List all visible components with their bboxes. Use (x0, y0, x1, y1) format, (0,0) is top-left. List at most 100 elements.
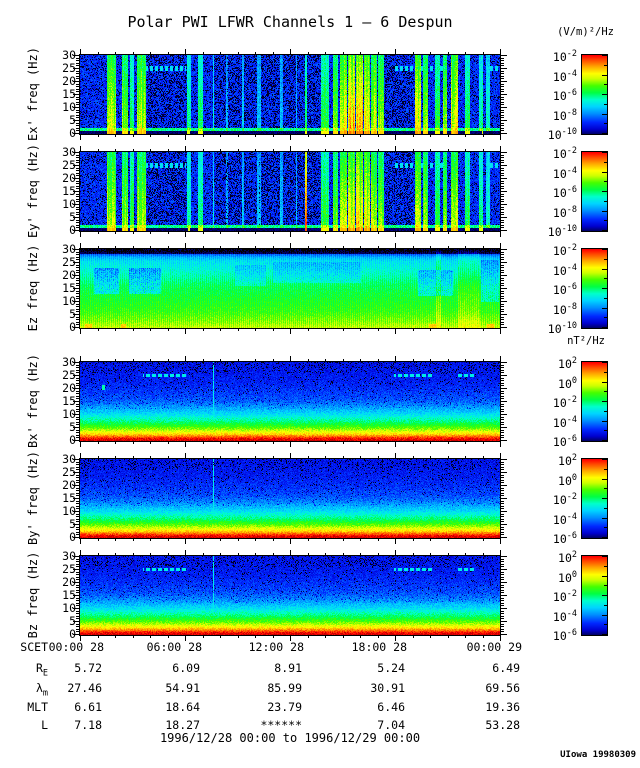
axis-tick (220, 135, 221, 137)
axis-tick (604, 181, 607, 182)
axis-tick (501, 317, 504, 318)
axis-tick (602, 556, 607, 557)
axis-tick (80, 135, 81, 140)
axis-tick (76, 225, 79, 226)
colorbar-tick-label: 100 (558, 473, 577, 488)
axis-tick (501, 311, 504, 312)
axis-tick (501, 304, 504, 305)
y-tick-label: 25 (62, 562, 76, 576)
axis-tick (73, 178, 79, 179)
axis-tick (343, 135, 344, 137)
axis-tick (76, 437, 79, 438)
axis-tick (150, 135, 151, 137)
axis-tick (448, 359, 449, 361)
axis-tick (501, 435, 504, 436)
axis-tick (430, 135, 431, 137)
axis-tick (76, 130, 79, 131)
axis-tick (501, 214, 504, 215)
axis-tick (501, 99, 504, 100)
axis-tick (76, 265, 79, 266)
ephemeris-value: 23.79 (267, 700, 302, 714)
axis-tick (501, 624, 504, 625)
y-tick-label: 20 (62, 478, 76, 492)
axis-tick (501, 372, 504, 373)
axis-tick (378, 135, 379, 137)
axis-tick (290, 135, 291, 140)
axis-tick (602, 172, 607, 173)
colorbar-tick-label: 102 (558, 453, 577, 468)
axis-tick (76, 257, 79, 258)
ephemeris-value: 6.46 (377, 700, 405, 714)
axis-tick (290, 453, 291, 458)
axis-tick (133, 232, 134, 234)
axis-tick (360, 456, 361, 458)
axis-tick (73, 608, 79, 609)
axis-tick (76, 503, 79, 504)
axis-tick (203, 636, 204, 638)
axis-tick (483, 329, 484, 331)
axis-tick (76, 626, 79, 627)
axis-tick (501, 117, 504, 118)
axis-tick (220, 442, 221, 444)
axis-tick (501, 406, 504, 407)
plot-frame (79, 248, 501, 329)
axis-tick (501, 598, 504, 599)
axis-tick (395, 146, 396, 151)
axis-tick (76, 71, 79, 72)
colorbar-tick-label: 10-4 (552, 609, 577, 624)
axis-tick (273, 636, 274, 638)
axis-tick (308, 359, 309, 361)
axis-tick (602, 595, 607, 596)
axis-tick (430, 232, 431, 234)
axis-tick (501, 191, 507, 192)
axis-tick (501, 566, 504, 567)
axis-tick (378, 52, 379, 54)
axis-tick (76, 291, 79, 292)
axis-tick (465, 329, 466, 331)
axis-tick (501, 199, 504, 200)
axis-tick (501, 401, 507, 402)
axis-tick (76, 577, 79, 578)
axis-tick (501, 529, 504, 530)
axis-tick (76, 252, 79, 253)
ephemeris-value: 7.04 (377, 718, 405, 732)
axis-tick (185, 636, 186, 641)
axis-tick (501, 322, 504, 323)
axis-tick (602, 327, 607, 328)
axis-tick (501, 585, 504, 586)
colorbar-tick-label: 10-10 (547, 224, 577, 239)
axis-tick (73, 459, 79, 460)
axis-tick (133, 329, 134, 331)
axis-tick (238, 636, 239, 638)
ephemeris-value: 18.27 (165, 718, 200, 732)
axis-tick (501, 115, 504, 116)
axis-tick (76, 201, 79, 202)
axis-tick (76, 480, 79, 481)
axis-tick (273, 553, 274, 555)
axis-tick (602, 421, 607, 422)
axis-tick (168, 232, 169, 234)
axis-tick (76, 417, 79, 418)
axis-tick (378, 359, 379, 361)
axis-tick (290, 232, 291, 237)
axis-tick (76, 311, 79, 312)
axis-tick (343, 442, 344, 444)
axis-tick (203, 456, 204, 458)
axis-tick (501, 86, 504, 87)
axis-tick (602, 55, 607, 56)
colorbar-frame (581, 54, 608, 135)
scet-time: 12:00 28 (248, 640, 304, 654)
axis-tick (360, 329, 361, 331)
axis-tick (76, 411, 79, 412)
y-tick-label: 0 (36, 126, 76, 140)
axis-tick (501, 472, 507, 473)
axis-tick (501, 462, 504, 463)
axis-tick (604, 391, 607, 392)
axis-tick (76, 199, 79, 200)
colorbar-tick-label: 10-8 (552, 205, 577, 220)
axis-tick (73, 133, 79, 134)
axis-tick (501, 514, 504, 515)
axis-tick (604, 605, 607, 606)
axis-tick (501, 485, 507, 486)
axis-tick (501, 123, 504, 124)
